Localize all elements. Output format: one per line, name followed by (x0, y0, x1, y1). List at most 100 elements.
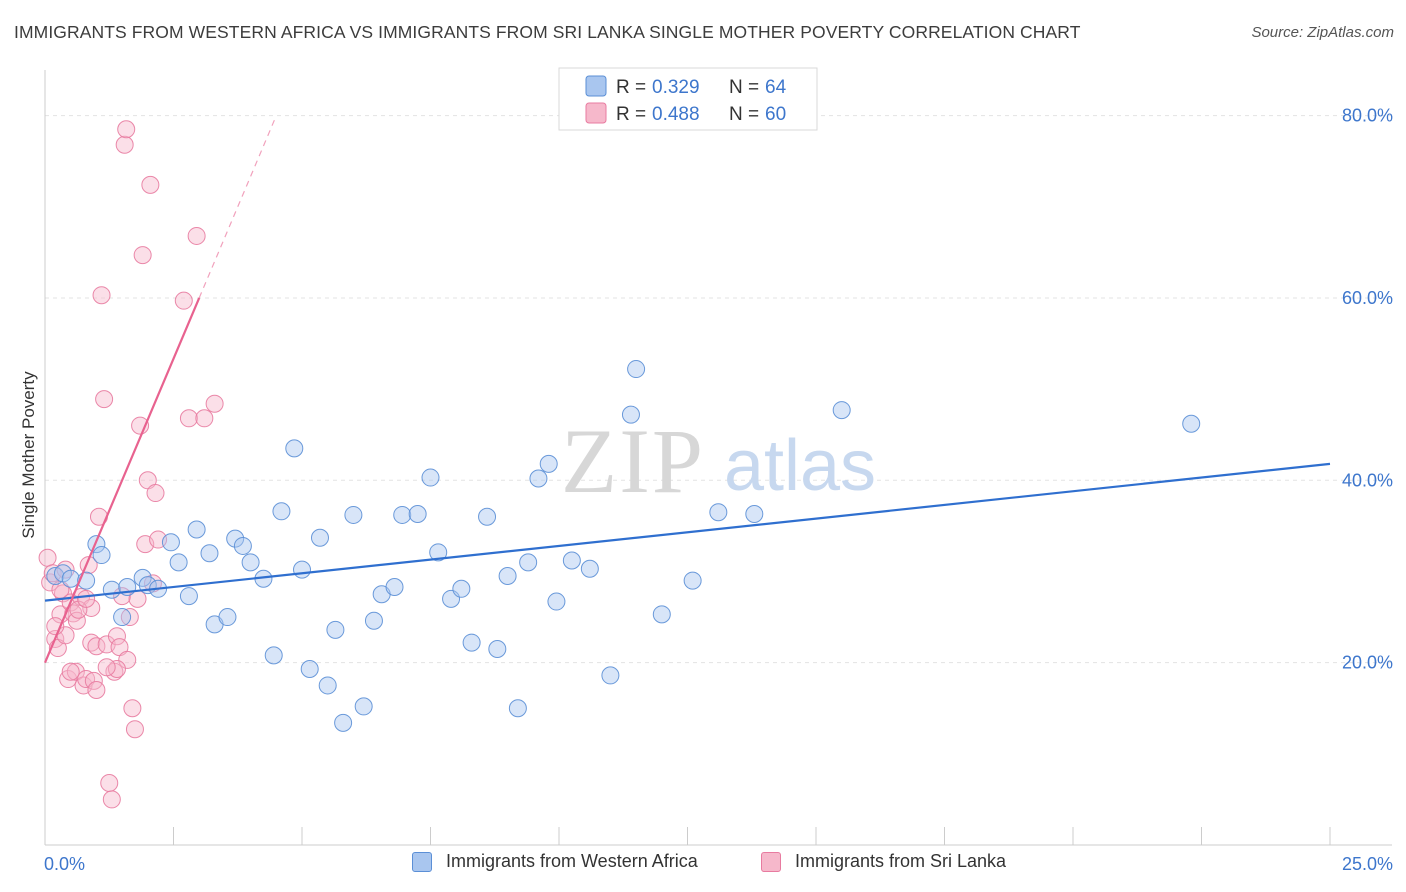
legend-bottom: Immigrants from Western Africa Immigrant… (0, 851, 1406, 877)
sri-lanka-point (66, 662, 85, 681)
sri-lanka-point (117, 120, 136, 139)
y-tick-label: 20.0% (1342, 653, 1393, 673)
legend-item-sri-lanka[interactable]: Immigrants from Sri Lanka (761, 851, 1006, 872)
legend-blue-swatch (585, 75, 607, 97)
sri-lanka-point (115, 135, 134, 154)
legend-pink-n-label: N = (729, 104, 759, 125)
western-africa-point (264, 646, 283, 665)
trend-lines (43, 115, 1331, 664)
western-africa-point (539, 454, 558, 473)
series-western-africa-points (46, 360, 1201, 732)
y-tick-label: 80.0% (1342, 106, 1393, 126)
western-africa-point (627, 360, 646, 379)
western-africa-point (562, 551, 581, 570)
western-africa-point (462, 633, 481, 652)
sri-lanka-trend-line (43, 297, 201, 664)
legend-western-africa-label: Immigrants from Western Africa (446, 851, 698, 871)
sri-lanka-point (141, 175, 160, 194)
sri-lanka-point (61, 662, 80, 681)
western-africa-point (385, 577, 404, 596)
legend-pink-swatch (585, 102, 607, 124)
y-tick-label: 60.0% (1342, 288, 1393, 308)
grid-lines (45, 115, 1392, 664)
western-africa-point (241, 553, 260, 572)
sri-lanka-point (120, 608, 139, 627)
sri-lanka-point (195, 409, 214, 428)
watermark-zip: ZIP (561, 410, 705, 512)
legend-pink-n-value: 60 (765, 104, 786, 125)
western-africa-point (745, 505, 764, 524)
sri-lanka-trend-extension (198, 115, 277, 299)
western-africa-point (421, 468, 440, 487)
western-africa-point (179, 587, 198, 606)
western-africa-trend-line (44, 462, 1331, 602)
western-africa-point (408, 505, 427, 524)
western-africa-point (285, 439, 304, 458)
western-africa-point (519, 553, 538, 572)
western-africa-point (429, 543, 448, 562)
western-africa-point (709, 503, 728, 522)
western-africa-point (318, 676, 337, 695)
western-africa-point (233, 536, 252, 555)
western-africa-point (488, 639, 507, 658)
sri-lanka-point (133, 246, 152, 265)
sri-lanka-point (125, 720, 144, 739)
sri-lanka-point (179, 409, 198, 428)
western-africa-point (1182, 414, 1201, 433)
western-africa-point (334, 713, 353, 732)
western-africa-point (200, 544, 219, 563)
sri-lanka-point (118, 650, 137, 669)
chart-title: IMMIGRANTS FROM WESTERN AFRICA VS IMMIGR… (14, 22, 1081, 42)
western-africa-point (498, 567, 517, 586)
western-africa-point (580, 559, 599, 578)
watermark-atlas: atlas (724, 426, 876, 506)
legend-sri-lanka-label: Immigrants from Sri Lanka (795, 851, 1007, 871)
x-tick-label-max: 25.0% (1342, 854, 1393, 874)
western-africa-point (310, 528, 329, 547)
sri-lanka-point (77, 589, 96, 608)
western-africa-point (452, 579, 471, 598)
western-africa-point (508, 699, 527, 718)
western-africa-point (832, 401, 851, 420)
western-africa-point (344, 505, 363, 524)
sri-lanka-point (95, 390, 114, 409)
western-africa-point (601, 666, 620, 685)
western-africa-point (61, 569, 80, 588)
legend-blue-swatch-bottom (412, 851, 432, 872)
western-africa-point (393, 505, 412, 524)
western-africa-point (300, 660, 319, 679)
western-africa-point (683, 571, 702, 590)
western-africa-point (293, 560, 311, 579)
legend-item-western-africa[interactable]: Immigrants from Western Africa (412, 851, 698, 872)
sri-lanka-point (146, 484, 165, 503)
axes (44, 70, 1392, 846)
western-africa-point (113, 608, 132, 627)
western-africa-point (187, 520, 206, 539)
y-tick-labels: 20.0% 40.0% 60.0% 80.0% (1342, 106, 1393, 673)
sri-lanka-point (102, 790, 121, 809)
legend-pink-r-label: R = (616, 104, 646, 125)
legend-blue-r-label: R = (616, 77, 646, 98)
western-africa-point (218, 608, 237, 627)
x-tick-labels: 0.0% 25.0% (44, 854, 1393, 874)
legend-stats: R = 0.329 N = 64 R = 0.488 N = 60 (558, 67, 818, 131)
watermark: ZIP atlas (561, 410, 876, 512)
sri-lanka-point (187, 226, 206, 245)
sri-lanka-point (97, 658, 116, 677)
y-axis-label: Single Mother Poverty (19, 371, 38, 539)
western-africa-point (478, 507, 497, 526)
western-africa-point (102, 580, 121, 599)
western-africa-point (652, 605, 671, 624)
sri-lanka-point (123, 699, 142, 718)
legend-blue-n-label: N = (729, 77, 759, 98)
sri-lanka-point (77, 670, 96, 689)
sri-lanka-point (174, 291, 193, 310)
source-credit: Source: ZipAtlas.com (1251, 24, 1394, 41)
western-africa-point (364, 611, 383, 630)
western-africa-point (547, 592, 566, 611)
western-africa-point (226, 529, 245, 548)
legend-blue-r-value: 0.329 (652, 77, 700, 98)
y-tick-label: 40.0% (1342, 470, 1393, 490)
western-africa-point (169, 553, 188, 572)
